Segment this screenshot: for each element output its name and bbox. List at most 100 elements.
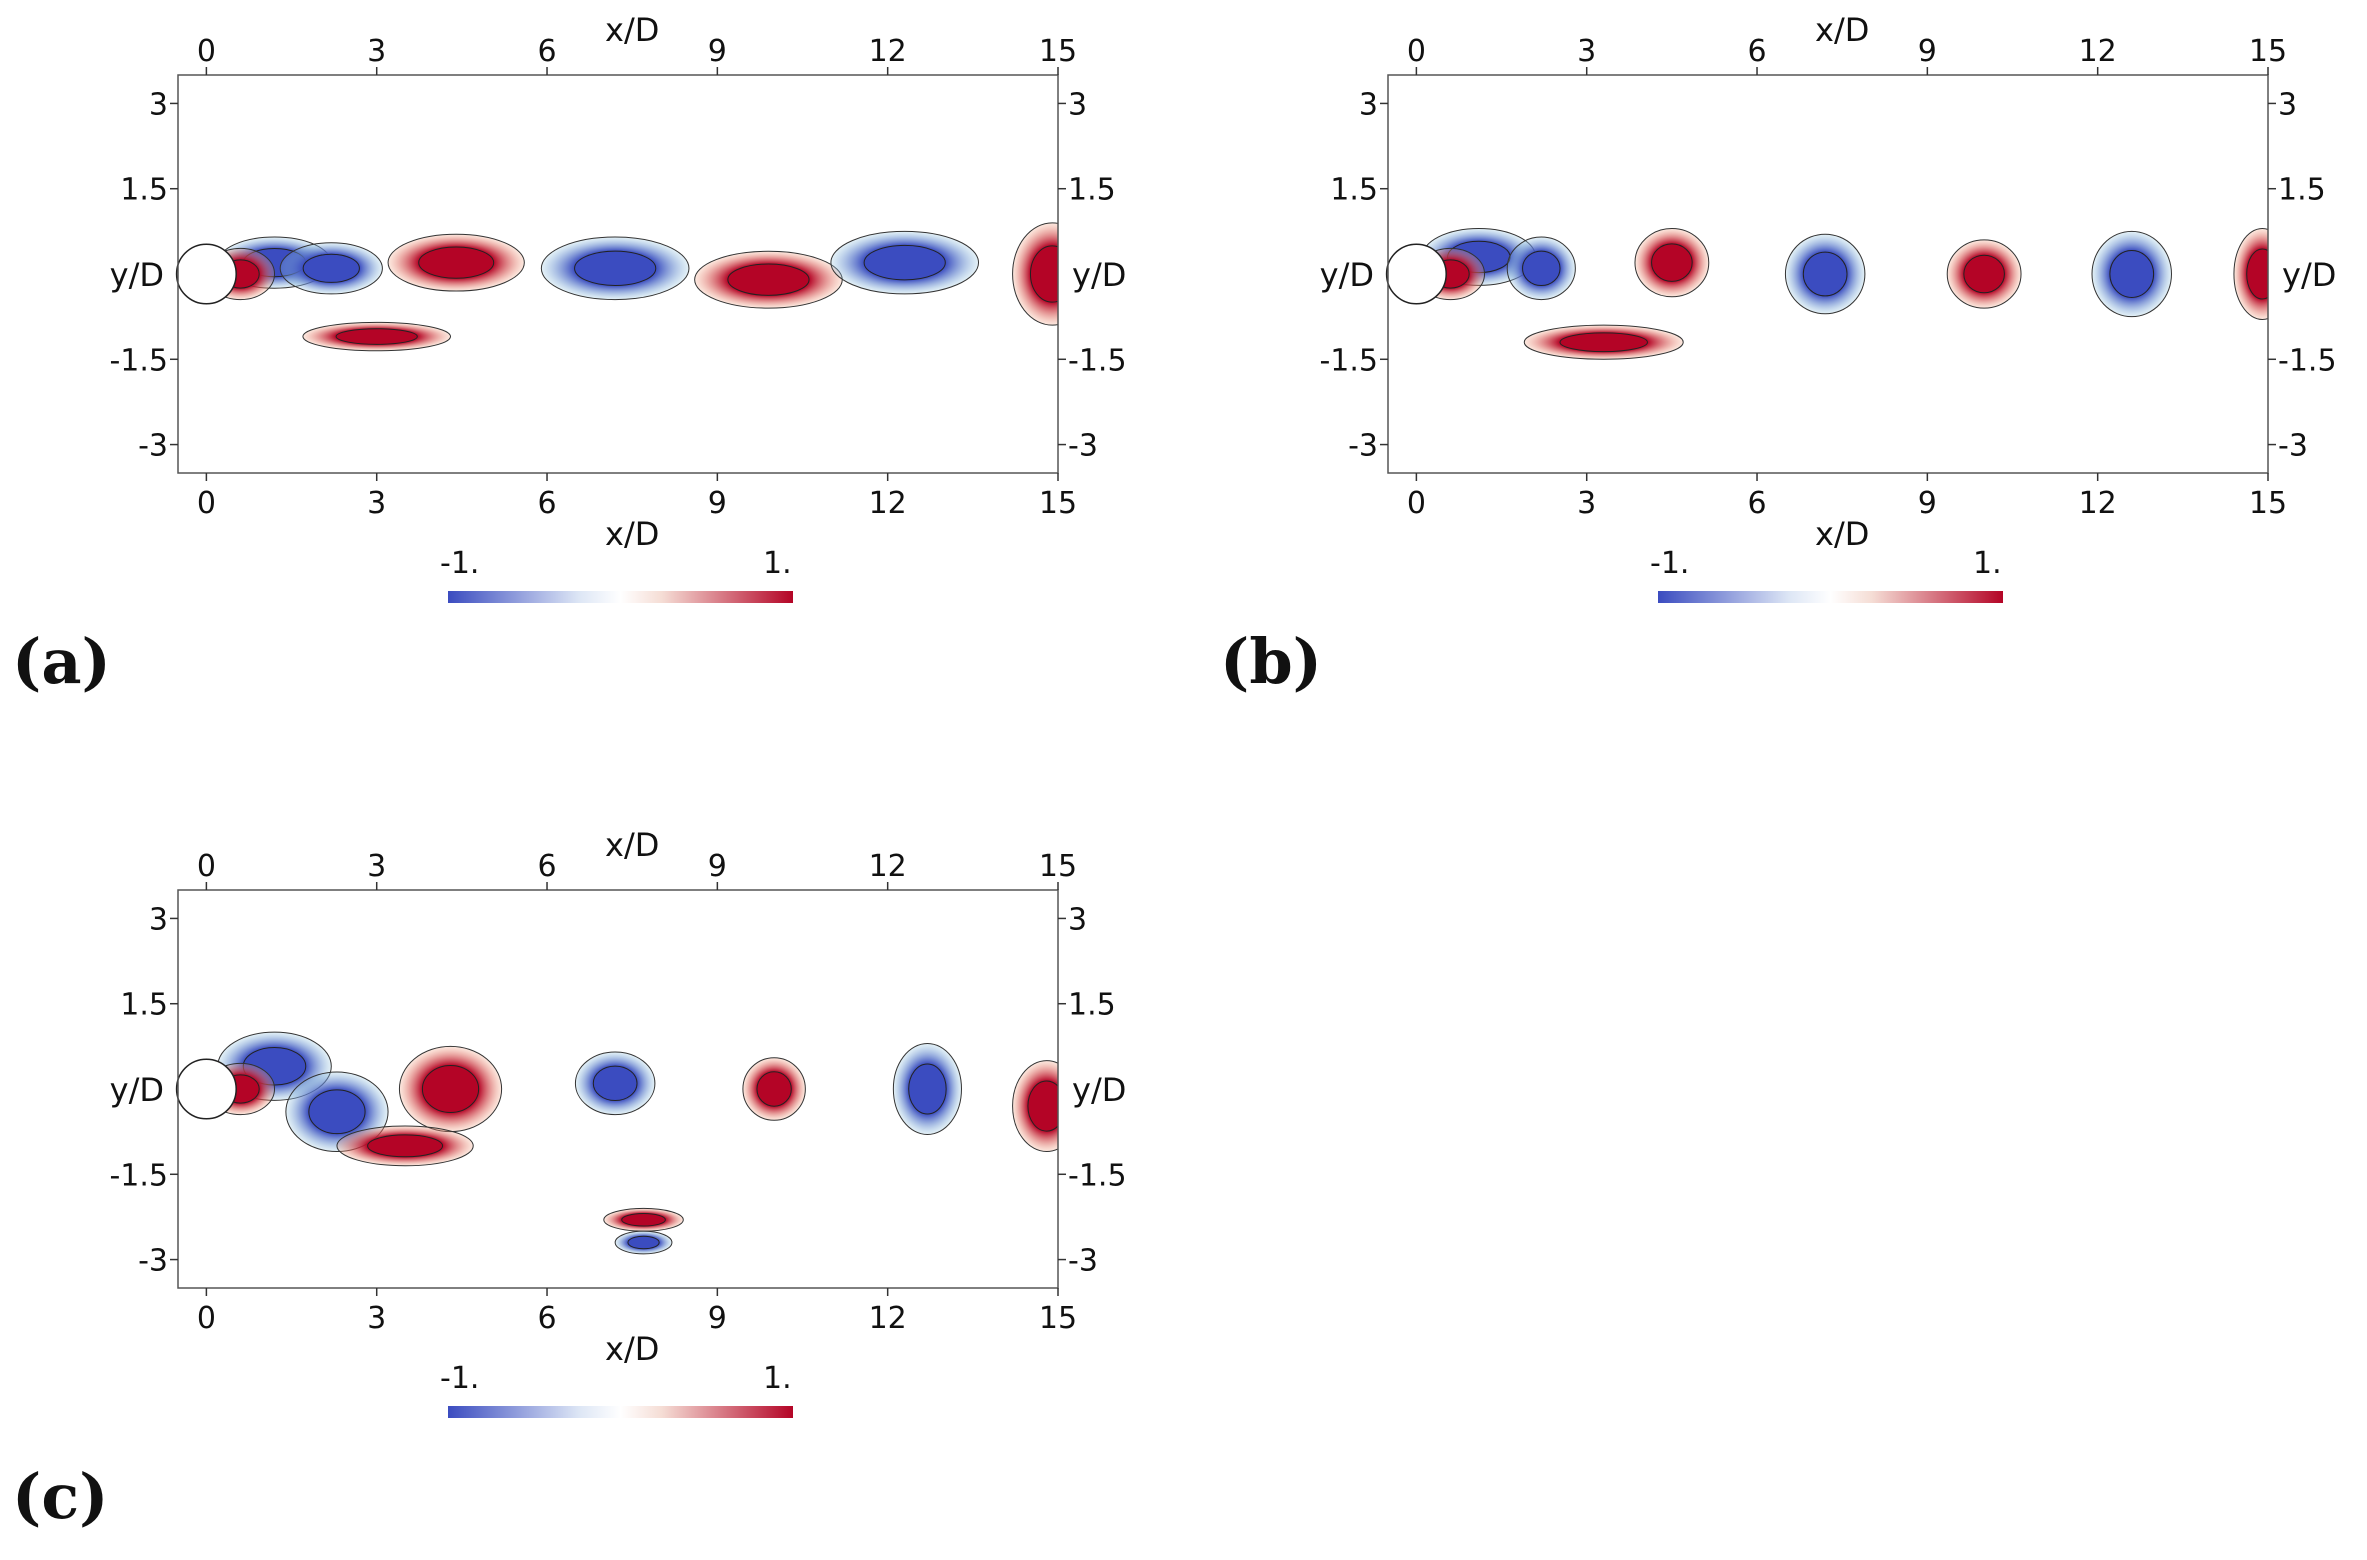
colorbar [1658,591,2003,603]
negative-vortex-2 [279,242,383,295]
vortex-contour-5 [592,1065,638,1102]
positive-vortex-5 [1946,239,2022,309]
negative-vortex-4 [540,236,690,301]
x-tick-top-label: 0 [197,849,216,884]
positive-vortex-4 [336,1125,474,1167]
vortex-contour-6 [756,1071,792,1107]
vortex-contour-3 [421,1065,480,1113]
negative-vortex-10 [614,1230,673,1255]
positive-vortex-3 [1634,228,1710,298]
colorbar-min-label: -1. [1650,546,1689,581]
x-axis-label-bottom: x/D [1815,515,1869,553]
x-tick-bottom-label: 9 [708,486,727,521]
vortex-contour-8 [1027,1080,1058,1132]
y-tick-right-label: 1.5 [1068,988,1116,1023]
negative-vortex-2 [1506,236,1576,301]
y-tick-right-label: -3 [2278,429,2308,464]
x-tick-bottom-label: 12 [869,486,907,521]
y-tick-left-label: -1.5 [1319,343,1378,378]
y-axis-label-right: y/D [1072,1071,1126,1109]
x-tick-bottom-label: 0 [197,486,216,521]
panel-label-a: (a) [12,625,111,698]
y-tick-right-label: 1.5 [1068,173,1116,208]
panel-label-c: (c) [12,1460,109,1533]
negative-vortex-7 [892,1043,962,1135]
plot-frame [177,74,1059,474]
x-tick-bottom-label: 6 [537,1301,556,1336]
vortex-contour-8 [335,328,418,345]
panel-label-b: (b) [1220,625,1323,698]
plot-frame [1387,74,2269,474]
x-tick-bottom-label: 12 [2079,486,2117,521]
x-axis-label-top: x/D [605,11,659,49]
y-axis-label-right: y/D [1072,256,1126,294]
x-tick-top-label: 6 [537,34,556,69]
colorbar [448,591,793,603]
x-tick-bottom-label: 0 [1407,486,1426,521]
y-tick-right-label: -3 [1068,1244,1098,1279]
y-tick-right-label: -3 [1068,429,1098,464]
y-axis-label-right: y/D [2282,256,2336,294]
y-tick-right-label: 3 [1068,902,1087,937]
vortex-contour-4 [1802,251,1848,297]
positive-vortex-8 [302,321,452,352]
y-tick-left-label: -1.5 [109,343,168,378]
x-tick-bottom-label: 3 [367,1301,386,1336]
cylinder [175,243,237,305]
x-tick-bottom-label: 15 [1039,1301,1077,1336]
x-tick-top-label: 9 [708,849,727,884]
cylinder [1385,243,1447,305]
y-axis-label-left: y/D [110,1071,164,1109]
vortex-contour-8 [1559,332,1648,353]
y-tick-left-label: -3 [138,1244,168,1279]
positive-vortex-3 [398,1045,503,1133]
x-tick-top-label: 3 [1577,34,1596,69]
positive-vortex-8 [1012,1060,1058,1153]
x-tick-top-label: 0 [1407,34,1426,69]
x-axis-label-bottom: x/D [605,1330,659,1368]
vortex-contour-6 [2109,250,2155,298]
y-tick-right-label: -1.5 [2278,343,2337,378]
x-tick-top-label: 15 [2249,34,2287,69]
y-tick-left-label: -1.5 [109,1158,168,1193]
colorbar-min-label: -1. [440,546,479,581]
x-tick-top-label: 0 [197,34,216,69]
y-tick-left-label: 1.5 [120,173,168,208]
x-tick-top-label: 9 [1918,34,1937,69]
x-tick-bottom-label: 6 [537,486,556,521]
x-axis-label-bottom: x/D [605,515,659,553]
negative-vortex-6 [830,230,980,295]
x-tick-top-label: 3 [367,34,386,69]
y-axis-label-left: y/D [1320,256,1374,294]
y-axis-label-left: y/D [110,256,164,294]
positive-vortex-7 [1012,222,1058,326]
x-tick-top-label: 9 [708,34,727,69]
cylinder [175,1058,237,1120]
vortex-contour-3 [418,246,495,279]
y-tick-left-label: -3 [138,429,168,464]
positive-vortex-5 [694,250,843,309]
y-tick-left-label: 3 [149,87,168,122]
vortex-contour-10 [627,1235,660,1250]
vortex-contour-5 [1963,254,2005,294]
positive-vortex-6 [742,1057,806,1121]
colorbar [448,1406,793,1418]
x-tick-top-label: 6 [1747,34,1766,69]
plot-frame [177,889,1059,1289]
positive-vortex-7 [2233,228,2268,320]
y-tick-right-label: -1.5 [1068,1158,1127,1193]
colorbar-min-label: -1. [440,1361,479,1396]
negative-vortex-4 [1784,233,1866,315]
x-tick-bottom-label: 3 [367,486,386,521]
x-tick-bottom-label: 15 [2249,486,2287,521]
panel-b: 0 0 3 3 6 6 9 9 12 12 15 15 3 3 1.5 1.5 -1.5 -1.5 -3 -3 x/D x… [1300,11,2367,603]
positive-vortex-3 [387,233,525,292]
y-tick-left-label: 3 [1359,87,1378,122]
vortex-contour-7 [908,1063,947,1115]
y-tick-right-label: -1.5 [1068,343,1127,378]
vortex-contour-4 [574,250,657,287]
vortex-contour-5 [727,263,810,296]
x-tick-bottom-label: 9 [1918,486,1937,521]
negative-vortex-6 [2091,230,2172,318]
